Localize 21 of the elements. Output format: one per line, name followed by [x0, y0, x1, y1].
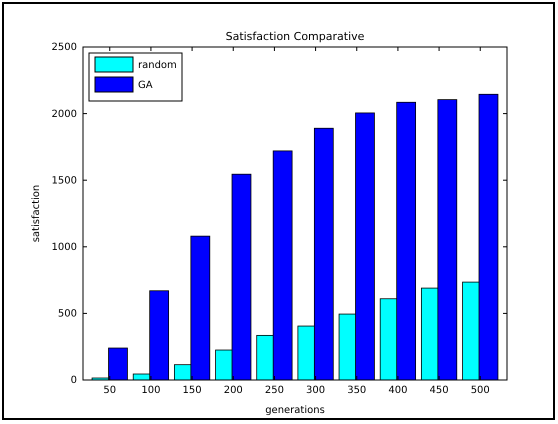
- x-tick-label: 150: [182, 385, 202, 396]
- x-tick-label: 400: [388, 385, 408, 396]
- legend-label: random: [138, 60, 177, 71]
- y-tick-label: 2500: [52, 42, 77, 54]
- x-tick-label: 350: [347, 385, 366, 396]
- y-tick-label: 2000: [52, 108, 77, 120]
- x-tick-label: 500: [470, 385, 490, 396]
- x-tick-label: 450: [430, 385, 449, 396]
- x-tick-label: 300: [306, 385, 326, 396]
- y-axis-title: satisfaction: [31, 184, 42, 242]
- x-tick-label: 100: [141, 385, 160, 396]
- x-tick-label: 200: [224, 385, 243, 396]
- chart-title: Satisfaction Comparative: [226, 30, 365, 43]
- x-axis-title: generations: [265, 405, 325, 416]
- y-tick-label: 1000: [52, 242, 77, 253]
- x-tick-label: 250: [264, 385, 284, 396]
- y-tick-label: 0: [70, 375, 77, 386]
- y-tick-label: 1500: [52, 175, 77, 186]
- y-tick-label: 500: [58, 308, 77, 320]
- x-tick-label: 50: [103, 385, 116, 396]
- legend-label: GA: [138, 80, 153, 91]
